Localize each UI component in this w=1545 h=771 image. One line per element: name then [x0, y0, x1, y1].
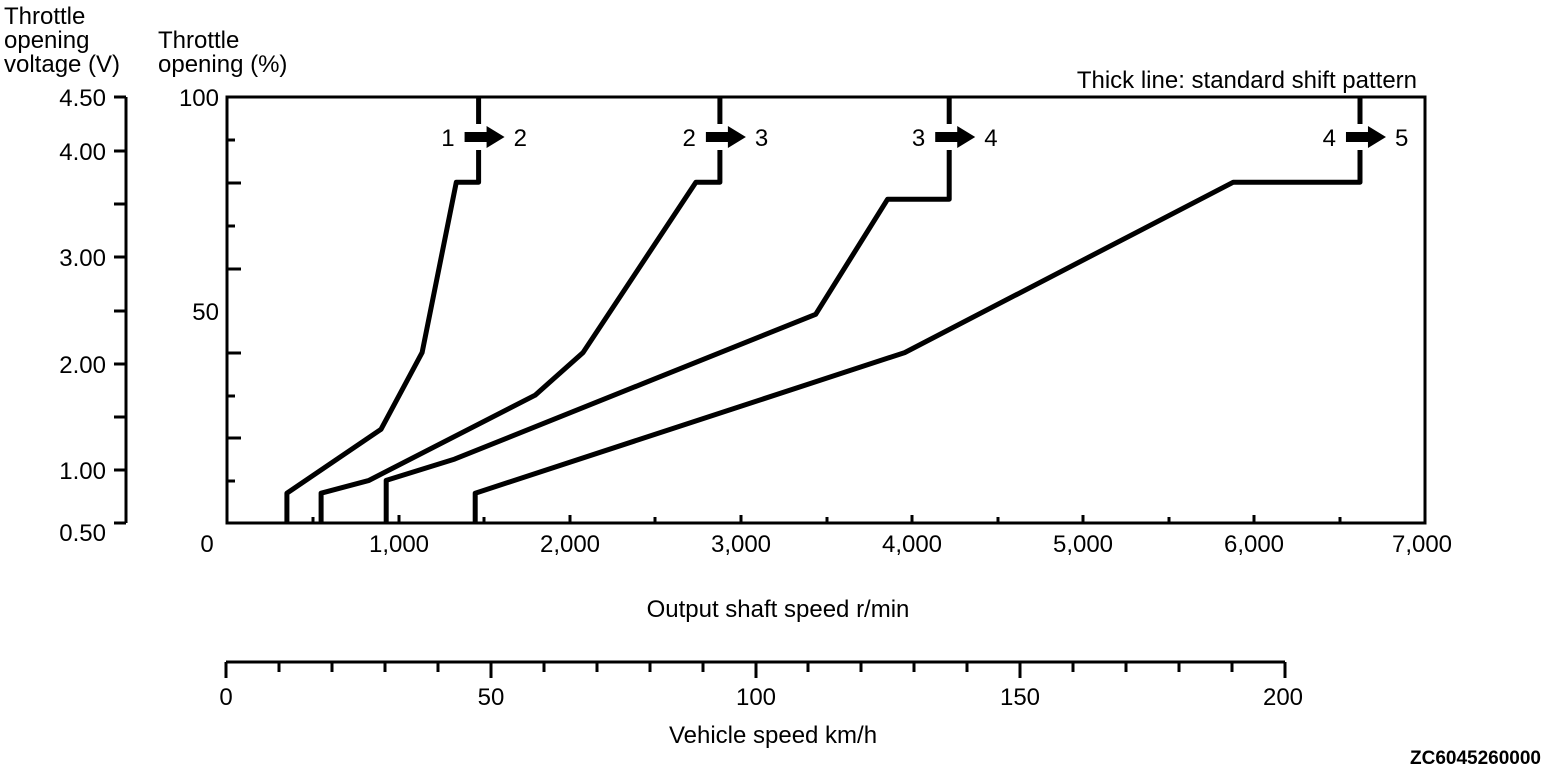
voltage-axis-title-line1: Throttle — [4, 3, 85, 30]
voltage-tick-label: 4.50 — [59, 85, 106, 112]
standard-pattern-note: Thick line: standard shift pattern — [1077, 67, 1417, 94]
rpm-tick-label: 1,000 — [369, 531, 429, 558]
shift-arrow-icon — [935, 126, 976, 148]
vehicle-speed-axis: 0 50 100 150 200 — [219, 660, 1303, 711]
speed-tick-label: 150 — [1000, 684, 1040, 711]
shift-line-1-2 — [284, 97, 482, 523]
rpm-tick-label: 0 — [200, 531, 213, 558]
speed-tick-label: 50 — [478, 684, 505, 711]
shift-to-label: 4 — [984, 125, 997, 152]
voltage-tick-label: 2.00 — [59, 352, 106, 379]
shift-from-label: 3 — [912, 125, 925, 152]
shift-from-label: 2 — [683, 125, 696, 152]
speed-tick-label: 200 — [1263, 684, 1303, 711]
shift-arrow-icon — [464, 126, 505, 148]
shift-line-2-3 — [318, 97, 723, 523]
rpm-tick-label: 3,000 — [711, 531, 771, 558]
voltage-axis-title-line2: opening — [4, 27, 89, 54]
speed-axis-title: Vehicle speed km/h — [669, 722, 877, 749]
opening-tick-label: 100 — [179, 85, 219, 112]
shift-to-label: 3 — [755, 125, 768, 152]
voltage-tick-label: 4.00 — [59, 139, 106, 166]
rpm-tick-label: 5,000 — [1053, 531, 1113, 558]
rpm-tick-label: 4,000 — [882, 531, 942, 558]
opening-axis-title-line2: opening (%) — [158, 51, 287, 78]
image-code: ZC6045260000 — [1410, 748, 1541, 769]
voltage-axis-title-line3: voltage (V) — [4, 51, 120, 78]
rpm-tick-label: 2,000 — [540, 531, 600, 558]
shift-to-label: 2 — [514, 125, 527, 152]
rpm-axis: 0 1,000 2,000 3,000 4,000 5,000 6,000 7,… — [200, 515, 1452, 558]
speed-tick-label: 0 — [219, 684, 232, 711]
shift-line-4-5 — [472, 97, 1363, 523]
opening-tick-label: 50 — [192, 299, 219, 326]
rpm-tick-label: 7,000 — [1392, 531, 1452, 558]
opening-axis: 100 50 — [179, 85, 241, 483]
shift-to-label: 5 — [1395, 125, 1408, 152]
voltage-tick-label: 3.00 — [59, 245, 106, 272]
voltage-axis: 4.50 4.00 3.00 2.00 1.00 0.50 — [59, 85, 128, 547]
shift-from-label: 1 — [441, 125, 454, 152]
shift-from-label: 4 — [1323, 125, 1336, 152]
voltage-tick-label: 1.00 — [59, 458, 106, 485]
shift-arrow-icon — [705, 126, 746, 148]
rpm-tick-label: 6,000 — [1224, 531, 1284, 558]
shift-line-3-4 — [383, 97, 952, 523]
speed-tick-label: 100 — [736, 684, 776, 711]
opening-axis-title-line1: Throttle — [158, 27, 239, 54]
shift-arrow-icon — [1345, 126, 1386, 148]
shift-lines: 1 2 2 3 3 4 4 5 — [284, 97, 1408, 523]
voltage-tick-label: 0.50 — [59, 520, 106, 547]
rpm-axis-title: Output shaft speed r/min — [647, 596, 910, 623]
